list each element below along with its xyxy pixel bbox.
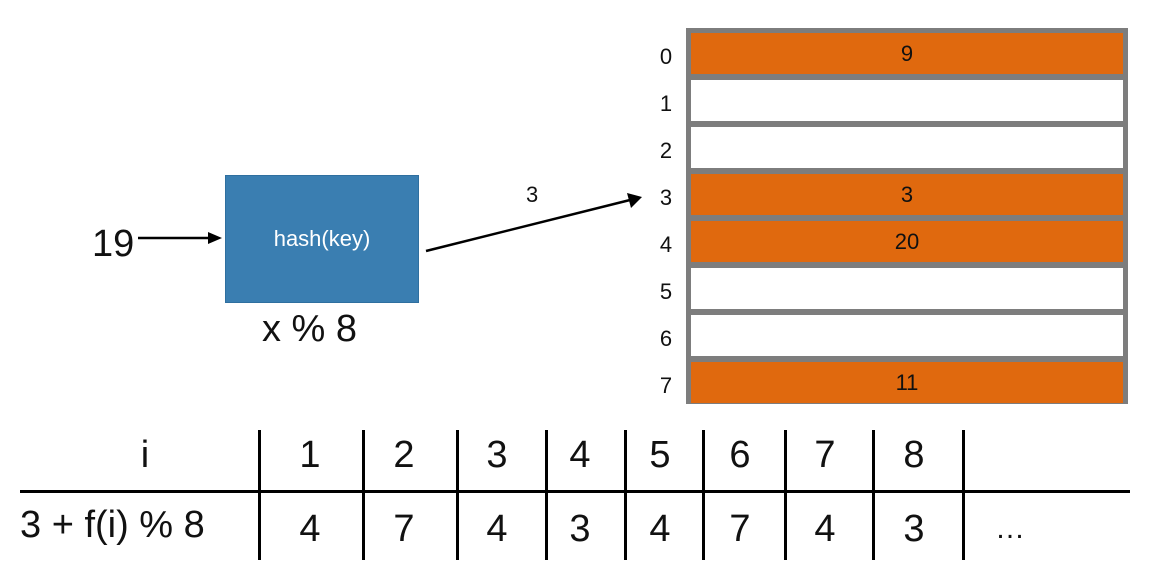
probe-i-cell: 3 [486, 434, 508, 476]
table-slot-5 [691, 268, 1123, 309]
probe-i-cell: 2 [393, 434, 415, 476]
probe-table-separator [624, 430, 627, 560]
slot-index-0: 0 [659, 44, 673, 69]
probe-table-separator [362, 430, 365, 560]
probe-slot-cell: 4 [649, 508, 671, 550]
probe-table-separator [456, 430, 459, 560]
hash-table: 9 3 20 11 [686, 28, 1128, 404]
probe-table-separator [545, 430, 548, 560]
hash-output-value: 3 [526, 182, 539, 207]
slot-index-1: 1 [659, 91, 673, 116]
probe-table-separator [702, 430, 705, 560]
probe-i-cell: 4 [569, 434, 591, 476]
hash-function-box: hash(key) [225, 175, 419, 303]
probe-i-cell: 8 [903, 434, 925, 476]
slot-index-4: 4 [659, 232, 673, 257]
slot-index-3: 3 [659, 185, 673, 210]
table-slot-0: 9 [691, 33, 1123, 74]
input-key: 19 [92, 223, 135, 265]
probe-table-separator [258, 430, 261, 560]
probe-header-i: i [140, 434, 150, 476]
probe-slot-cell: … [995, 512, 1025, 545]
probe-slot-cell: 3 [903, 508, 925, 550]
table-slot-2 [691, 127, 1123, 168]
slot-index-5: 5 [659, 279, 673, 304]
slot-index-2: 2 [659, 138, 673, 163]
table-slot-6 [691, 315, 1123, 356]
slot-index-6: 6 [659, 326, 673, 351]
slot-index-7: 7 [659, 373, 673, 398]
probe-table-separator [872, 430, 875, 560]
hash-function-label: hash(key) [273, 226, 371, 251]
probe-slot-cell: 7 [393, 508, 415, 550]
probe-i-cell: 1 [299, 434, 321, 476]
probe-table-divider [20, 490, 1130, 493]
probe-slot-cell: 3 [569, 508, 591, 550]
probe-header-formula: 3 + f(i) % 8 [20, 504, 205, 546]
probe-table-separator [784, 430, 787, 560]
hash-formula: x % 8 [262, 308, 358, 350]
table-slot-4: 20 [691, 221, 1123, 262]
table-slot-1 [691, 80, 1123, 121]
probe-i-cell: 6 [729, 434, 751, 476]
probe-slot-cell: 4 [486, 508, 508, 550]
table-slot-7: 11 [691, 362, 1123, 403]
probe-slot-cell: 7 [729, 508, 751, 550]
hash-output-arrow [425, 193, 642, 253]
probe-i-cell: 7 [814, 434, 836, 476]
input-arrow [138, 232, 222, 244]
table-slot-3: 3 [691, 174, 1123, 215]
probe-table-separator [962, 430, 965, 560]
probe-slot-cell: 4 [299, 508, 321, 550]
probe-i-cell: 5 [649, 434, 671, 476]
probe-slot-cell: 4 [814, 508, 836, 550]
